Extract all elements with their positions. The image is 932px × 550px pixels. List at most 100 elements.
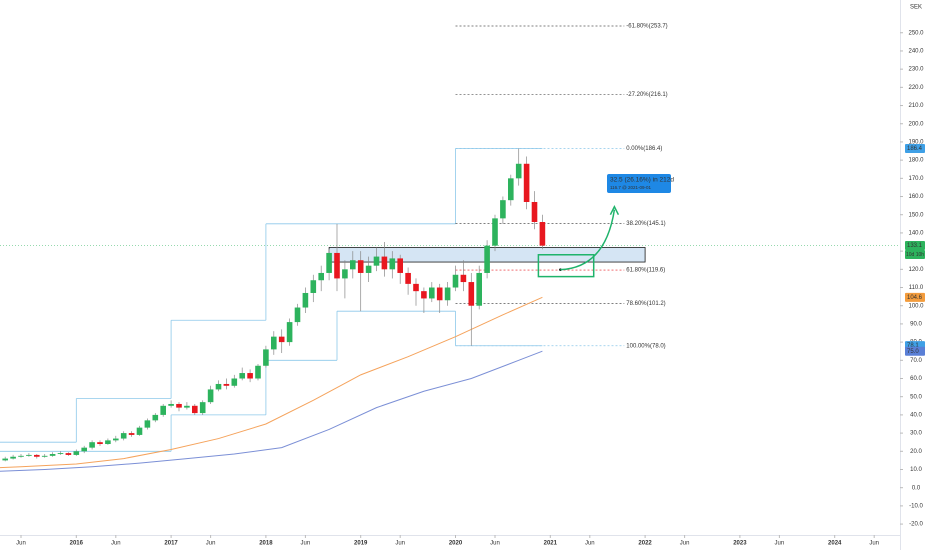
candle-body xyxy=(136,427,143,435)
callout-box xyxy=(607,174,671,193)
x-tick-label: 2023 xyxy=(733,541,747,547)
candle-body xyxy=(73,451,80,455)
y-tick-label: 50.0 xyxy=(910,394,922,400)
y-tick-label: 70.0 xyxy=(910,358,922,364)
candle-body xyxy=(247,373,253,379)
candle-body xyxy=(57,453,64,455)
candle-body xyxy=(484,245,490,273)
x-tick-label: 2016 xyxy=(70,541,84,547)
y-tick-label: 190.0 xyxy=(908,140,924,146)
candle-body xyxy=(160,405,166,415)
fib-label: 0.00%(186.4) xyxy=(626,146,662,152)
y-tick-label: 180.0 xyxy=(908,158,924,164)
x-tick-label: Jun xyxy=(16,541,26,547)
y-tick-label: 30.0 xyxy=(910,431,922,437)
y-tick-label: 10.0 xyxy=(910,467,922,473)
candle-body xyxy=(444,287,451,301)
candle-body xyxy=(350,260,356,270)
y-tick-label: 0.0 xyxy=(912,485,921,491)
candle-body xyxy=(310,280,317,293)
candle-body xyxy=(381,256,388,270)
candle-body xyxy=(65,453,72,455)
candle-body xyxy=(539,222,546,246)
x-tick-label: 2024 xyxy=(828,541,842,547)
fib-label: -61.80%(253.7) xyxy=(626,24,667,30)
price-tag xyxy=(905,292,925,302)
target-box xyxy=(537,254,595,278)
y-tick-label: 210.0 xyxy=(908,103,924,109)
countdown-label: 10d 10h xyxy=(906,252,924,258)
x-tick-label: Jun xyxy=(585,541,595,547)
x-tick-label: 2020 xyxy=(449,541,463,547)
x-tick-label: Jun xyxy=(111,541,121,547)
fib-label: 100.00%(78.0) xyxy=(626,343,665,349)
candle-body xyxy=(49,454,56,456)
candle-body xyxy=(278,336,285,343)
y-tick-label: 40.0 xyxy=(910,412,922,418)
y-tick-label: 90.0 xyxy=(910,321,922,327)
candle-body xyxy=(460,274,467,283)
candle-body xyxy=(421,291,427,299)
moving-average xyxy=(0,350,543,472)
y-tick-label: 120.0 xyxy=(908,267,924,273)
candle-body xyxy=(10,456,16,459)
x-tick-label: Jun xyxy=(680,541,690,547)
projection-arrow xyxy=(560,209,616,271)
price-tag-label: 186.4 xyxy=(907,146,923,152)
candle-body xyxy=(105,440,111,445)
candle-body xyxy=(508,178,514,201)
candle-body xyxy=(413,283,419,292)
y-tick-label: 200.0 xyxy=(908,121,924,127)
y-tick-label: -10.0 xyxy=(909,503,923,509)
y-tick-label: 100.0 xyxy=(908,303,924,309)
candle-body xyxy=(452,274,459,288)
y-tick-label: 140.0 xyxy=(908,231,924,237)
price-tag-label: 78.1 xyxy=(907,343,919,349)
candle-body xyxy=(263,349,269,366)
candle-body xyxy=(176,403,182,408)
price-tag xyxy=(905,240,925,250)
x-tick-label: 2019 xyxy=(354,541,368,547)
candle-body xyxy=(326,252,332,273)
price-tag-label: 75.0 xyxy=(907,349,919,355)
currency-label: SEK xyxy=(910,5,922,11)
x-tick-label: 2018 xyxy=(259,541,273,547)
candle-body xyxy=(168,403,174,406)
candle-body xyxy=(515,163,522,179)
candle-body xyxy=(184,405,190,408)
price-tag xyxy=(905,143,925,153)
callout-title: 32.5 (26.16%) in 212d xyxy=(610,177,674,184)
candle-body xyxy=(231,378,238,386)
y-tick-label: -20.0 xyxy=(909,522,923,528)
candle-body xyxy=(429,287,435,299)
price-tag-label: 104.6 xyxy=(907,295,923,301)
moving-average xyxy=(0,296,543,469)
x-tick-label: 2022 xyxy=(638,541,652,547)
candle-body xyxy=(89,442,95,448)
x-tick-label: Jun xyxy=(395,541,405,547)
candle-body xyxy=(476,272,482,306)
candle-body xyxy=(81,447,87,452)
candle-body xyxy=(436,287,443,301)
candle-body xyxy=(34,454,40,457)
candle-body xyxy=(389,258,396,270)
y-tick-label: 110.0 xyxy=(909,285,924,291)
candle-body xyxy=(199,402,206,414)
countdown-tag xyxy=(905,249,925,259)
candle-body xyxy=(500,200,506,219)
candle-body xyxy=(113,438,119,441)
callout-subtitle: 116.7 @ 2021-09-01 xyxy=(610,185,652,190)
fib-label: 78.60%(101.2) xyxy=(626,301,665,307)
arrow-head xyxy=(609,205,620,216)
candle-body xyxy=(271,336,277,350)
candle-body xyxy=(97,442,103,445)
candle-body xyxy=(2,458,9,461)
x-tick-label: Jun xyxy=(490,541,500,547)
candle-body xyxy=(26,454,32,456)
x-tick-label: 2017 xyxy=(164,541,178,547)
y-tick-label: 150.0 xyxy=(908,212,924,218)
price-tag-label: 133.1 xyxy=(907,243,923,249)
y-tick-label: 230.0 xyxy=(908,67,924,73)
candle-body xyxy=(207,389,214,403)
